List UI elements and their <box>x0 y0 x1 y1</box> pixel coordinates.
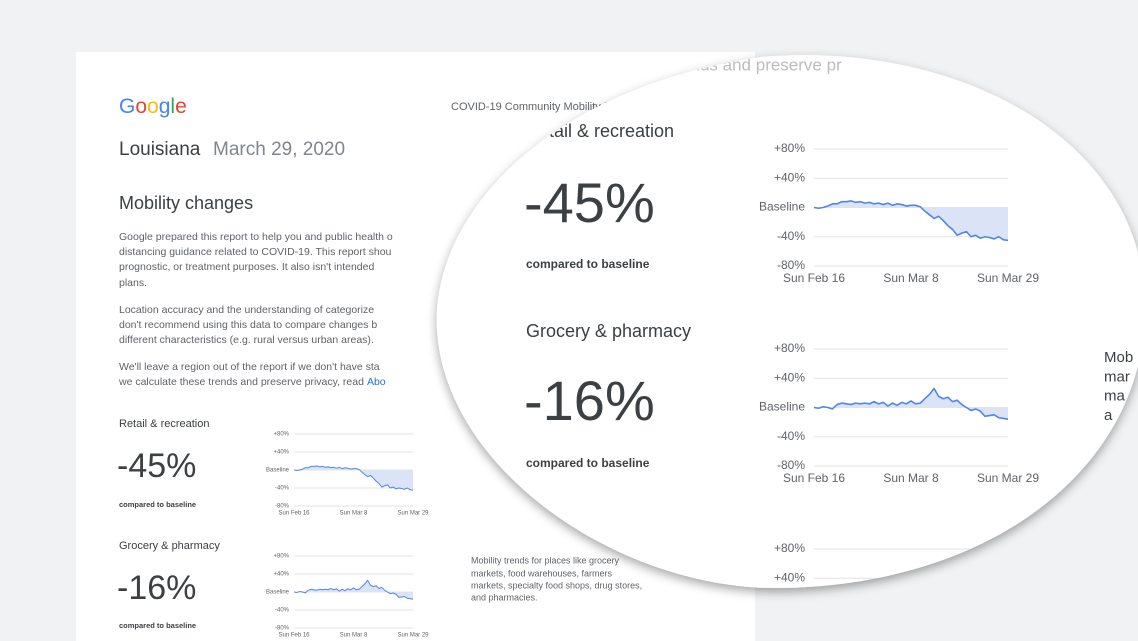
y-tick-label: +40% <box>774 370 805 384</box>
baseline-fill <box>294 580 413 600</box>
y-tick-label: +40% <box>774 570 805 584</box>
y-tick-label: +80% <box>774 141 805 155</box>
paragraph-line: distancing guidance related to COVID-19.… <box>119 246 392 258</box>
report-date: March 29, 2020 <box>213 139 345 160</box>
y-tick-label: Baseline <box>266 590 290 596</box>
paragraph-line: We'll leave a region out of the report i… <box>119 361 380 373</box>
trend-line <box>293 465 414 491</box>
x-tick-label: Sun Mar 29 <box>977 471 1039 485</box>
caption: compared to baseline <box>119 621 196 630</box>
magnified-fragment: mar <box>1104 368 1130 385</box>
category-description: markets, specialty food shops, drug stor… <box>471 580 642 590</box>
y-tick-label: +80% <box>273 432 289 438</box>
trend-line <box>813 200 1009 242</box>
headline-value: -45% <box>524 171 655 234</box>
y-tick-label: -80% <box>275 626 290 632</box>
x-tick-label: Sun Mar 8 <box>883 271 939 285</box>
link: Abo <box>367 376 386 388</box>
y-tick-label: -40% <box>777 429 805 443</box>
trend-line <box>813 387 1009 420</box>
x-tick-label: Sun Feb 16 <box>278 511 310 517</box>
x-tick-label: Sun Feb 16 <box>783 271 845 285</box>
magnified-fragment: Mob <box>1104 349 1133 366</box>
magnified-fragment: ma <box>1104 388 1125 405</box>
trend-line <box>293 579 414 600</box>
caption: compared to baseline <box>119 500 196 509</box>
y-tick-label: +80% <box>273 554 289 560</box>
x-tick-label: Sun Mar 29 <box>397 633 429 639</box>
magnified-fragment: a <box>1104 407 1113 424</box>
caption: compared to baseline <box>526 456 650 470</box>
y-tick-label: Baseline <box>266 468 290 474</box>
y-tick-label: +80% <box>774 341 805 355</box>
magnifier-lens <box>436 55 1138 589</box>
paragraph-line: plans. <box>119 277 147 289</box>
headline-value: -16% <box>524 369 655 432</box>
x-tick-label: Sun Mar 8 <box>883 471 939 485</box>
y-tick-label: Baseline <box>759 200 805 214</box>
y-tick-label: -40% <box>275 608 290 614</box>
y-tick-label: -80% <box>777 458 805 472</box>
baseline-fill <box>294 465 413 491</box>
paragraph-line: don't recommend using this data to compa… <box>119 319 377 331</box>
report-title: COVID-19 Community Mobility Report <box>451 101 637 113</box>
x-tick-label: Sun Feb 16 <box>278 633 310 639</box>
google-logo: Google <box>119 95 187 118</box>
x-tick-label: Sun Feb 16 <box>783 471 845 485</box>
y-tick-label: +40% <box>273 450 289 456</box>
paragraph-line: Google prepared this report to help you … <box>119 231 393 243</box>
y-tick-label: -40% <box>777 229 805 243</box>
x-tick-label: Sun Mar 29 <box>977 271 1039 285</box>
section-title: Mobility changes <box>119 193 253 213</box>
y-tick-label: +80% <box>774 541 805 555</box>
y-tick-label: -40% <box>275 486 290 492</box>
paragraph-line: we calculate these trends and preserve p… <box>118 376 364 388</box>
y-tick-label: -80% <box>777 258 805 272</box>
baseline-fill <box>814 200 1008 241</box>
caption: compared to baseline <box>526 257 650 271</box>
baseline-fill <box>814 388 1008 420</box>
y-tick-label: +40% <box>774 170 805 184</box>
chart-title: Retail & recreation <box>119 418 210 430</box>
headline-value: -45% <box>117 447 196 485</box>
paragraph-line: prognostic, or treatment purposes. It al… <box>119 261 374 273</box>
y-tick-label: +40% <box>273 572 289 578</box>
category-description: Mobility trends for places like grocery <box>471 555 620 565</box>
chart-title: Grocery & pharmacy <box>526 321 691 341</box>
category-description: markets, food warehouses, farmers <box>471 568 613 578</box>
headline-value: -16% <box>117 569 196 607</box>
region: Louisiana <box>119 139 201 160</box>
chart-title: Grocery & pharmacy <box>119 540 220 552</box>
x-tick-label: Sun Mar 8 <box>340 633 368 639</box>
x-tick-label: Sun Mar 29 <box>397 511 429 517</box>
paragraph-line: different characteristics (e.g. rural ve… <box>119 334 374 346</box>
y-tick-label: -80% <box>275 504 290 510</box>
x-tick-label: Sun Mar 8 <box>340 511 368 517</box>
y-tick-label: Baseline <box>759 400 805 414</box>
paragraph-line: Location accuracy and the understanding … <box>119 304 374 316</box>
side-fragments: Mob mar ma a <box>1104 349 1133 424</box>
category-description: and pharmacies. <box>471 592 538 602</box>
